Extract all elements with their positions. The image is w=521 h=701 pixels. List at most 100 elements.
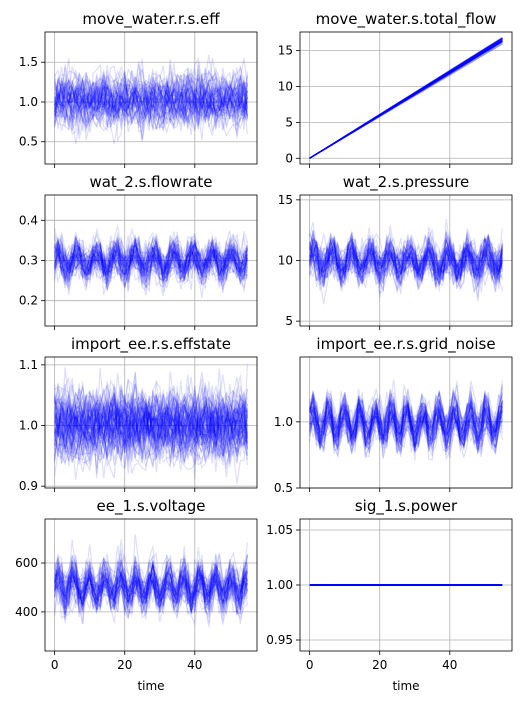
series-line [54, 562, 248, 611]
series-line [309, 43, 503, 159]
series-line [309, 238, 503, 290]
series-line [309, 234, 503, 279]
series-line [54, 561, 248, 616]
series-line [54, 74, 248, 126]
series-line [309, 404, 503, 457]
series-line [309, 40, 503, 159]
series-line [54, 546, 248, 605]
series-line [309, 400, 503, 448]
series-line [54, 391, 248, 451]
series-line [54, 64, 248, 109]
series-line [54, 68, 248, 140]
series-line [54, 237, 248, 291]
series-line [54, 561, 248, 613]
series-line [309, 390, 503, 443]
series-line [309, 38, 503, 159]
series-line [309, 237, 503, 289]
series-line [54, 231, 248, 275]
series-line [54, 74, 248, 129]
series-line [54, 559, 248, 613]
series-line [54, 77, 248, 124]
y-tick-label: 0.5 [274, 481, 293, 495]
series-line [54, 553, 248, 616]
series-line [54, 560, 248, 616]
x-tick-label: 20 [117, 658, 132, 672]
series-line [54, 394, 248, 458]
series-line [309, 409, 503, 452]
series-line [54, 236, 248, 283]
series-line [54, 231, 248, 281]
series-line [309, 233, 503, 287]
series-line [54, 409, 248, 480]
series-line [54, 85, 248, 130]
series-line [54, 400, 248, 456]
series-line [54, 72, 248, 128]
series-line [54, 78, 248, 130]
series-line [309, 380, 503, 449]
series-line [54, 563, 248, 616]
series-line [54, 76, 248, 126]
series-line [54, 561, 248, 612]
series-line [54, 408, 248, 459]
series-line [309, 40, 503, 159]
series-line [54, 384, 248, 460]
subplot-4: 5 10 15 wat_2.s.pressure [278, 173, 513, 330]
x-tick-label: 40 [442, 658, 457, 672]
series-line [54, 392, 248, 462]
series-line [309, 405, 503, 454]
series-line [54, 86, 248, 140]
y-tick-label: 1.05 [266, 523, 293, 537]
series-line [54, 76, 248, 127]
series-line [309, 236, 503, 285]
series-line [54, 556, 248, 606]
series-line [54, 377, 248, 440]
series-line [309, 237, 503, 287]
series-line [54, 566, 248, 614]
series-line [54, 405, 248, 471]
x-tick-label: 0 [306, 658, 314, 672]
series-line [54, 562, 248, 610]
series-line [309, 387, 503, 447]
series-line [309, 231, 503, 273]
series-line [54, 82, 248, 141]
series-line [309, 413, 503, 459]
series-lines [309, 218, 503, 305]
series-line [309, 234, 503, 281]
subplot-title: sig_1.s.power [355, 497, 458, 516]
series-line [309, 38, 503, 159]
series-line [54, 554, 248, 602]
series-line [309, 40, 503, 159]
series-line [54, 383, 248, 443]
series-line [309, 40, 503, 159]
y-tick-label: 0.2 [19, 294, 38, 308]
series-line [54, 86, 248, 132]
series-line [54, 393, 248, 465]
series-line [54, 235, 248, 284]
series-line [54, 246, 248, 296]
series-line [54, 393, 248, 447]
y-tick-label: 0.9 [19, 479, 38, 493]
series-line [54, 82, 248, 123]
series-line [309, 392, 503, 442]
series-line [309, 397, 503, 455]
series-line [309, 237, 503, 285]
y-tick-label: 5 [285, 115, 293, 129]
series-line [309, 247, 503, 292]
series-line [54, 227, 248, 281]
series-line [54, 230, 248, 284]
axes-frame [44, 518, 258, 652]
series-line [54, 231, 248, 277]
series-lines [54, 534, 248, 627]
series-line [309, 394, 503, 440]
series-line [309, 230, 503, 277]
series-line [54, 80, 248, 145]
series-line [54, 71, 248, 129]
series-line [54, 71, 248, 121]
series-line [309, 237, 503, 289]
series-line [54, 71, 248, 129]
axes-frame [44, 356, 258, 489]
series-line [309, 394, 503, 452]
series-line [54, 404, 248, 455]
series-line [54, 539, 248, 610]
